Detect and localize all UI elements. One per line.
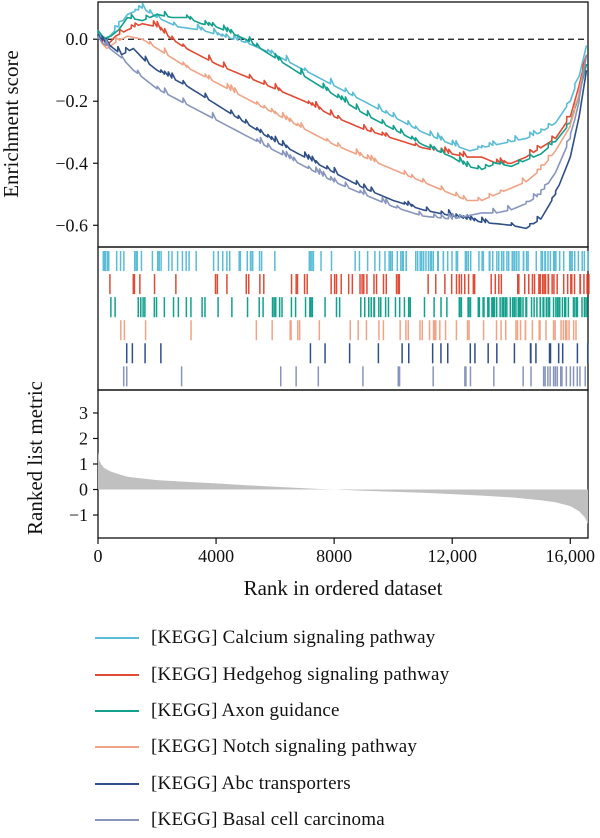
legend-swatch [95,819,139,822]
enrichment-curve-6 [97,35,588,220]
ranked-y-tick-label: 3 [79,403,88,423]
legend-label: [KEGG] Abc transporters [151,772,351,794]
ranked-metric-panel: −1 0 1 2 3 [69,389,589,539]
x-tick-label: 16,000 [546,546,596,566]
enrichment-curve-4 [97,34,588,202]
enrichment-y-tick-label: −0.4 [55,153,88,173]
enrichment-y-tick-label: 0.0 [66,29,89,49]
ranked-panel-frame [97,389,589,539]
ranked-metric-area [98,451,588,524]
legend-swatch [95,709,139,712]
legend-swatch [95,746,139,749]
legend-swatch [95,782,139,785]
ranked-y-tick-label: 0 [79,480,88,500]
legend-label: [KEGG] Calcium signaling pathway [151,627,436,649]
enrichment-curve-5 [97,33,588,230]
legend-swatch [95,637,139,640]
enrichment-curve-2 [97,20,588,165]
enrichment-score-panel: 0.0 −0.2 −0.4 −0.6 [55,1,589,248]
ranked-metric-axis-label: Ranked list metric [23,381,47,535]
gene-hits-panel [97,246,590,391]
ranked-y-tick-label: −1 [69,505,88,525]
x-axis: 0 4000 8000 12,000 16,000 [94,538,596,566]
enrichment-score-axis-label: Enrichment score [0,50,23,198]
ranked-y-tick-label: 1 [79,454,88,474]
legend-swatch [95,673,139,676]
enrichment-y-tick-label: −0.2 [55,91,88,111]
legend-label: [KEGG] Hedgehog signaling pathway [151,663,450,685]
enrichment-curve-3 [97,10,588,171]
x-tick-label: 8000 [316,546,352,566]
enrichment-curve-1 [97,2,588,152]
legend-item: [KEGG] Hedgehog signaling pathway [95,656,595,692]
legend-label: [KEGG] Axon guidance [151,699,340,721]
legend-item: [KEGG] Basal cell carcinoma [95,802,595,838]
x-tick-label: 4000 [198,546,234,566]
legend: [KEGG] Calcium signaling pathway [KEGG] H… [95,620,595,838]
gsea-figure: 0.0 −0.2 −0.4 −0.6 −1 0 1 2 3 0 4000 8000 12,000 16… [0,1,596,600]
legend-label: [KEGG] Notch signaling pathway [151,736,418,758]
enrichment-y-tick-label: −0.6 [55,215,88,235]
legend-item: [KEGG] Notch signaling pathway [95,729,595,765]
x-tick-label: 12,000 [427,546,477,566]
legend-item: [KEGG] Axon guidance [95,693,595,729]
legend-item: [KEGG] Calcium signaling pathway [95,620,595,656]
x-tick-label: 0 [94,546,103,566]
legend-label: [KEGG] Basal cell carcinoma [151,809,385,831]
legend-item: [KEGG] Abc transporters [95,766,595,802]
x-axis-label: Rank in ordered dataset [244,576,443,600]
ranked-y-tick-label: 2 [79,428,88,448]
